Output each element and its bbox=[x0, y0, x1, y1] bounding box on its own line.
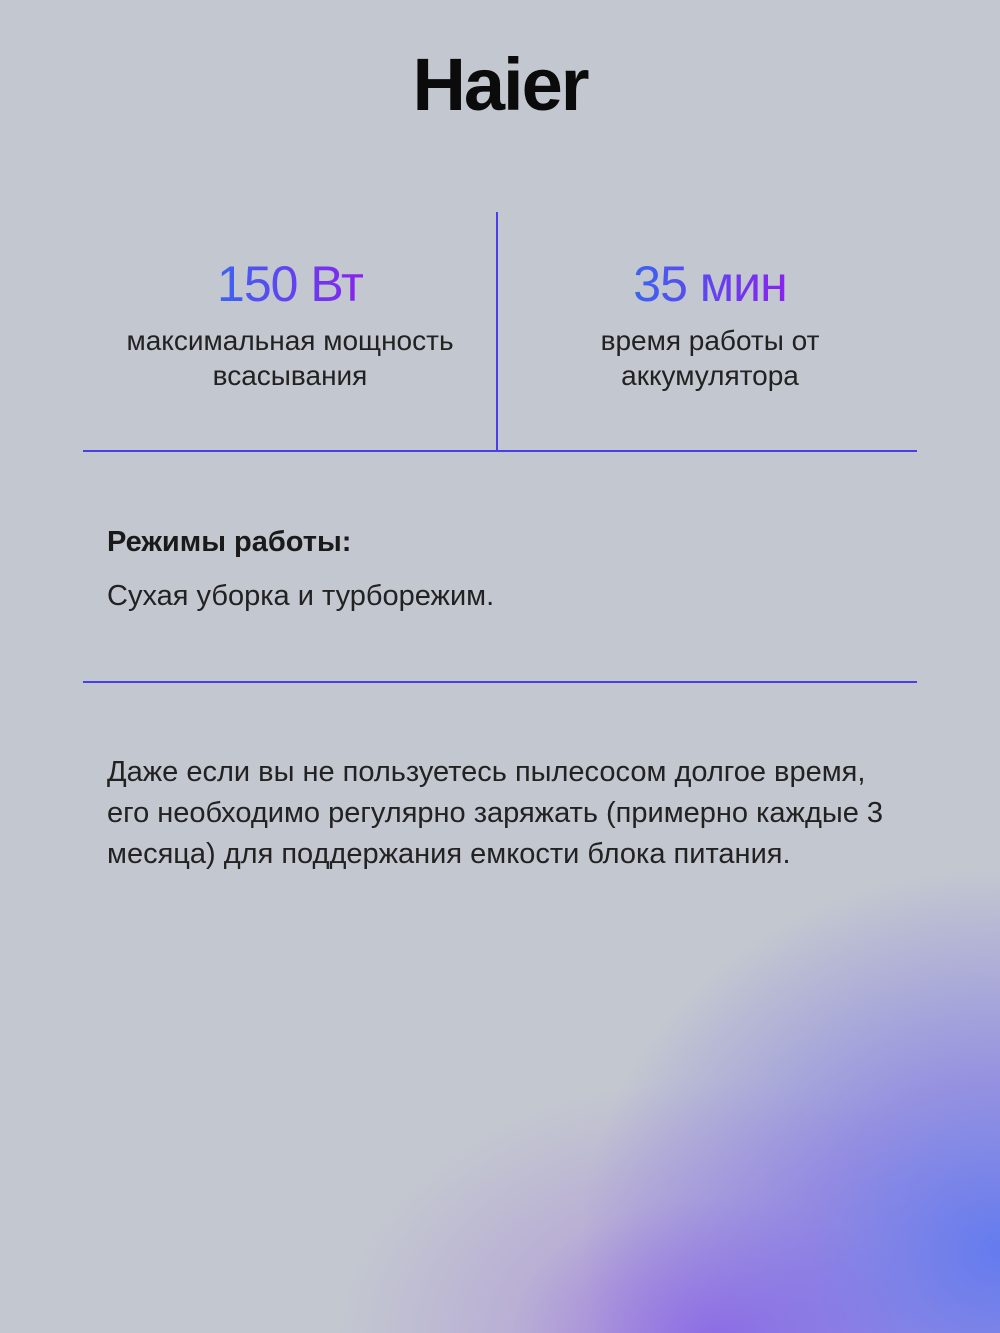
vertical-divider bbox=[496, 212, 498, 452]
stat-description: время работы от аккумулятора bbox=[600, 325, 820, 391]
stat-battery-time: 35 мин время работы от аккумулятора bbox=[503, 255, 917, 393]
modes-text: Сухая уборка и турборежим. bbox=[107, 580, 495, 612]
stat-value: 150 Вт bbox=[217, 256, 364, 312]
stat-description: максимальная мощность всасывания bbox=[126, 325, 454, 391]
stat-suction-power: 150 Вт максимальная мощность всасывания bbox=[83, 255, 497, 393]
divider-top bbox=[83, 450, 917, 452]
haier-logo: Haier bbox=[412, 43, 589, 126]
charging-note: Даже если вы не пользуетесь пылесосом до… bbox=[107, 756, 884, 870]
divider-middle bbox=[83, 681, 917, 683]
stat-value: 35 мин bbox=[633, 256, 787, 312]
modes-heading: Режимы работы: bbox=[107, 526, 352, 558]
